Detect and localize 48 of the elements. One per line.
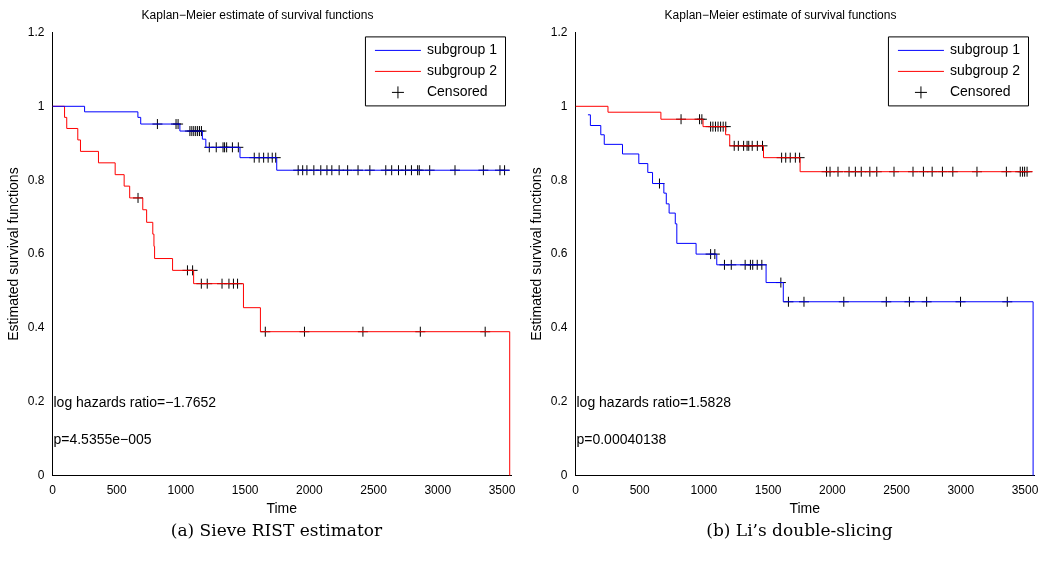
x-tick-label: 2000	[296, 483, 324, 498]
annotation: p=0.00040138	[576, 430, 667, 447]
x-tick-label: 0	[49, 483, 57, 498]
y-tick-label: 1	[560, 98, 568, 113]
legend-label: Censored	[426, 83, 488, 100]
y-tick-label: 0.4	[27, 320, 45, 335]
x-tick-label: 2500	[360, 483, 388, 498]
x-tick-label: 2000	[819, 483, 847, 498]
x-tick-label: 3000	[424, 483, 452, 498]
legend-label: subgroup 1	[426, 41, 498, 58]
legend-label: subgroup 2	[426, 62, 498, 79]
x-axis-title: Time	[789, 500, 821, 517]
legend-label: subgroup 1	[949, 41, 1021, 58]
y-tick-label: 1	[37, 98, 45, 113]
x-tick-label: 3000	[947, 483, 975, 498]
annotation: p=4.5355e−005	[53, 430, 152, 447]
y-tick-label: 0.4	[550, 320, 568, 335]
y-tick-label: 0.6	[27, 246, 45, 261]
text: (a) Sieve RIST estimator	[169, 520, 384, 540]
legend-label: subgroup 2	[949, 62, 1021, 79]
chart-title: Kaplan−Meier estimate of survival functions	[141, 7, 374, 22]
text: (b) Li’s double-slicing	[705, 520, 894, 540]
x-tick-label: 3500	[488, 483, 516, 498]
x-tick-label: 0	[572, 483, 580, 498]
x-tick-label: 1500	[754, 483, 782, 498]
x-tick-label: 1000	[690, 483, 718, 498]
y-tick-label: 0.8	[27, 172, 45, 187]
y-tick-label: 0.8	[550, 172, 568, 187]
y-tick-label: 0.2	[27, 394, 45, 409]
y-tick-label: 1.2	[550, 24, 568, 39]
y-tick-label: 0.6	[550, 246, 568, 261]
y-axis-title: Estimated survival functions	[5, 167, 22, 341]
y-tick-label: 0	[37, 468, 45, 483]
annotation: log hazards ratio=1.5828	[576, 393, 732, 410]
y-tick-label: 0	[560, 468, 568, 483]
x-tick-label: 1500	[231, 483, 259, 498]
x-axis-title: Time	[266, 500, 298, 517]
x-tick-label: 500	[106, 483, 128, 498]
x-tick-label: 2500	[883, 483, 911, 498]
legend-label: Censored	[949, 83, 1011, 100]
x-tick-label: 1000	[167, 483, 195, 498]
annotation: log hazards ratio=−1.7652	[53, 393, 217, 410]
x-tick-label: 3500	[1011, 483, 1039, 498]
x-tick-label: 500	[629, 483, 651, 498]
chart-title: Kaplan−Meier estimate of survival functions	[664, 7, 897, 22]
y-tick-label: 1.2	[27, 24, 45, 39]
y-tick-label: 0.2	[550, 394, 568, 409]
y-axis-title: Estimated survival functions	[528, 167, 545, 341]
